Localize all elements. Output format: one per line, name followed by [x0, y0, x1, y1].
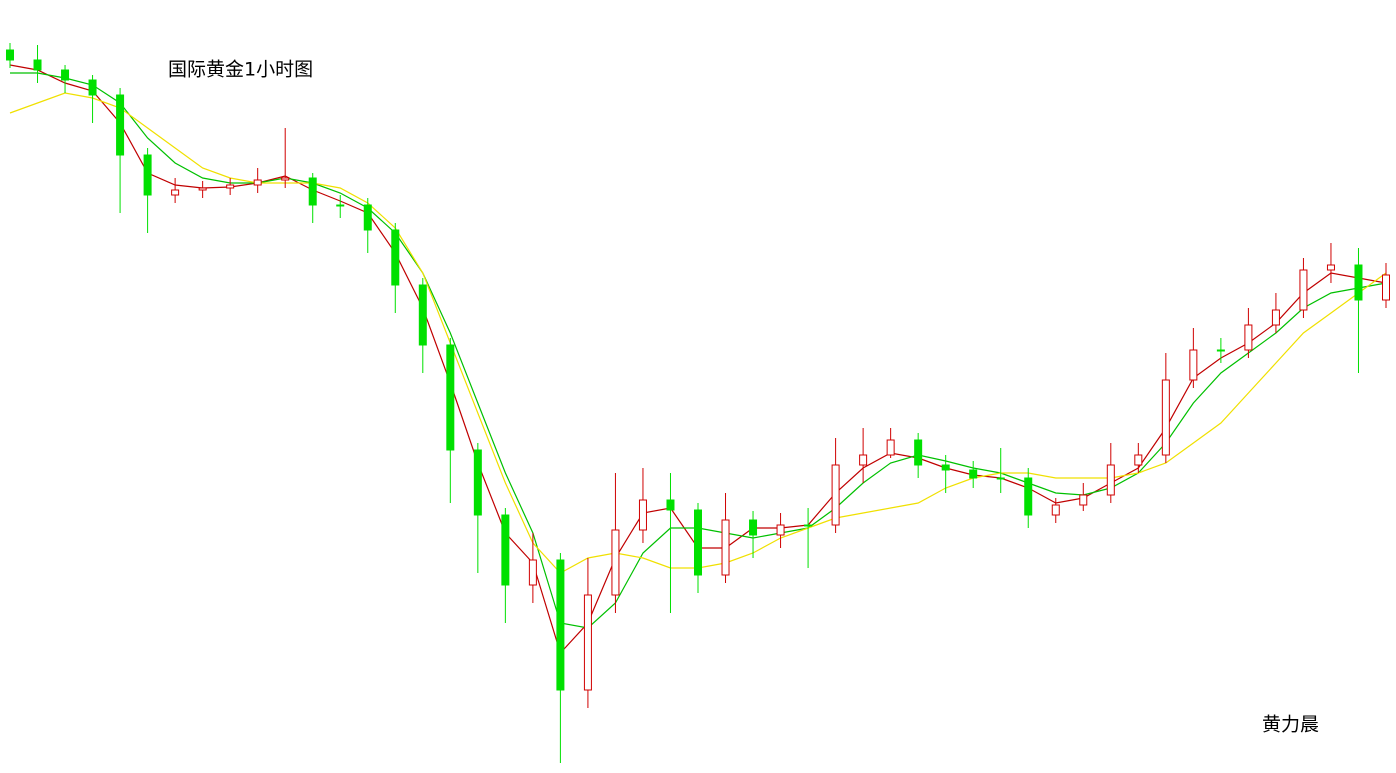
candle-body: [941, 464, 950, 471]
candle-body: [1134, 454, 1143, 466]
candle-body: [969, 469, 978, 479]
candle-body: [1106, 464, 1115, 496]
candle-body: [1051, 504, 1060, 516]
candle-body: [253, 179, 262, 186]
candle-body: [1024, 477, 1033, 516]
candle-body: [666, 499, 675, 511]
candle-body: [528, 559, 537, 586]
candle-body: [446, 344, 455, 451]
author-annotation: 黄力晨: [1262, 714, 1319, 736]
candle-body: [914, 439, 923, 466]
candle-body: [831, 464, 840, 526]
candle-body: [886, 439, 895, 456]
candle-body: [1079, 494, 1088, 506]
candle-body: [33, 59, 42, 71]
candle-body: [721, 519, 730, 576]
candle-body: [226, 184, 235, 189]
candle-body: [583, 594, 592, 691]
candle-body: [1244, 324, 1253, 351]
candle-body: [88, 79, 97, 96]
candle-body: [611, 529, 620, 596]
candle-body: [1299, 269, 1308, 311]
candle-body: [6, 49, 14, 61]
candle-body: [556, 559, 565, 691]
candle-body: [501, 514, 510, 586]
candle-body: [473, 449, 482, 516]
candle-body: [996, 477, 1005, 480]
candle-body: [143, 154, 152, 196]
moving-average-line: [9, 92, 1387, 574]
candle-body: [198, 187, 207, 191]
candle-body: [1189, 349, 1198, 381]
candle-body: [776, 524, 785, 536]
candle-body: [804, 524, 813, 527]
candle-body: [1382, 274, 1390, 301]
candle-body: [1216, 349, 1225, 352]
candle-body: [281, 177, 290, 181]
candle-body: [363, 204, 372, 231]
candle-body: [638, 499, 647, 531]
candle-body: [1271, 309, 1280, 326]
candle-body: [116, 94, 125, 156]
candle-body: [1161, 379, 1170, 456]
candle-body: [418, 284, 427, 346]
candle-body: [1326, 264, 1335, 271]
candle-body: [391, 229, 400, 286]
candle-body: [308, 177, 317, 206]
chart-title: 国际黄金1小时图: [168, 59, 313, 81]
candle-body: [61, 69, 70, 81]
candle-body: [694, 509, 702, 576]
candle-body: [336, 204, 345, 207]
candle-body: [171, 189, 180, 196]
candle-body: [749, 519, 758, 536]
candle-body: [1354, 264, 1363, 301]
candle-body: [859, 454, 868, 466]
